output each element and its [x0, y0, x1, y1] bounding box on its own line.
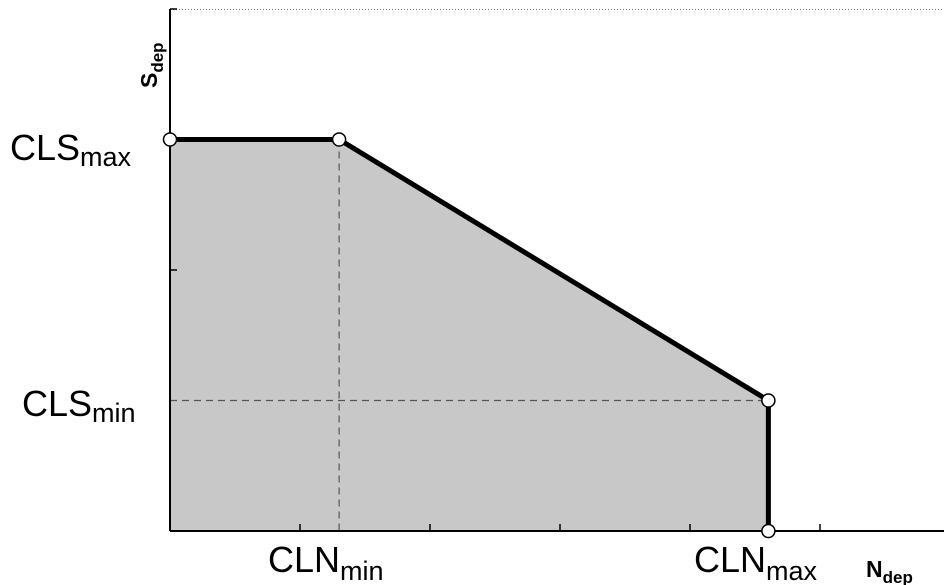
area-fill — [170, 139, 769, 531]
x-tick-label-cln-min: CLNmin — [268, 539, 384, 585]
x-axis-title-main: N — [866, 556, 883, 582]
y-tick-label-sub: max — [80, 142, 132, 172]
data-point-marker — [331, 132, 347, 147]
data-point-marker — [162, 132, 178, 147]
y-tick-label-main: CLS — [10, 127, 80, 168]
x-tick-label-sub: max — [766, 556, 818, 585]
x-tick-label-main: CLN — [268, 539, 340, 580]
x-tick-label-cln-max: CLNmax — [694, 539, 818, 585]
data-point-marker — [761, 393, 776, 408]
y-tick-label-cls-min: CLSmin — [22, 383, 136, 428]
x-tick-label-sub: min — [340, 556, 384, 585]
y-tick-label-main: CLS — [22, 383, 92, 424]
y-axis-title-sub: dep — [148, 42, 167, 72]
x-tick-label-main: CLN — [694, 539, 766, 580]
plot-area — [162, 8, 944, 539]
y-tick-label-sub: min — [92, 398, 136, 428]
series-line — [170, 137, 771, 531]
y-axis-title-main: S — [136, 73, 162, 88]
x-axis-title-sub: dep — [883, 568, 913, 585]
y-tick-label-cls-max: CLSmax — [10, 127, 132, 172]
x-axis-title: Ndep — [866, 556, 913, 585]
y-axis-title: Sdep — [136, 42, 167, 88]
data-point-marker — [761, 523, 776, 539]
